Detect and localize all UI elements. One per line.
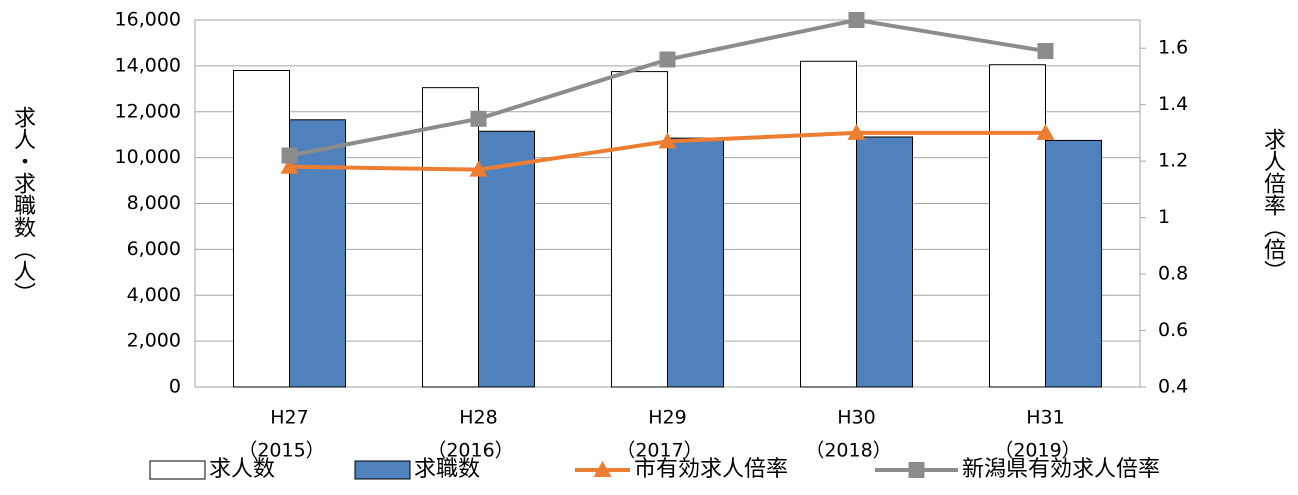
line-marker bbox=[1037, 43, 1054, 60]
line-marker bbox=[659, 51, 676, 68]
bar bbox=[611, 71, 668, 388]
y-tick-label: 14,000 bbox=[115, 54, 181, 76]
legend-swatch bbox=[354, 460, 411, 480]
x-tick-label: （2019） bbox=[994, 440, 1080, 462]
y-tick-label: 6,000 bbox=[127, 238, 181, 260]
bar bbox=[1045, 139, 1102, 388]
bar bbox=[667, 137, 724, 388]
line-marker bbox=[281, 147, 298, 164]
line-marker bbox=[280, 157, 299, 174]
bar bbox=[856, 136, 913, 388]
x-tick-label: H27 bbox=[270, 407, 308, 429]
line-marker bbox=[469, 160, 488, 177]
y2-tick-label: 1.6 bbox=[1158, 37, 1188, 59]
legend-marker bbox=[593, 461, 612, 477]
y2-tick-label: 0.8 bbox=[1158, 263, 1188, 285]
line-marker bbox=[848, 12, 865, 28]
legend-label: 新潟県有効求人倍率 bbox=[962, 457, 1160, 482]
line-marker bbox=[658, 132, 677, 149]
y2-tick-label: 1.2 bbox=[1158, 150, 1188, 172]
y2-tick-label: 0.4 bbox=[1158, 376, 1188, 398]
legend-label: 求職数 bbox=[414, 457, 480, 482]
y-tick-label: 10,000 bbox=[115, 146, 181, 168]
x-tick-label: H31 bbox=[1026, 407, 1064, 429]
bar bbox=[478, 130, 535, 388]
y-tick-label: 12,000 bbox=[115, 100, 181, 122]
x-tick-label: （2016） bbox=[427, 440, 513, 462]
bar bbox=[233, 69, 290, 388]
y-tick-label: 4,000 bbox=[127, 284, 181, 306]
y-axis-title: 求人・求職数（人） bbox=[10, 106, 36, 304]
legend-label: 求人数 bbox=[209, 457, 275, 482]
legend-swatch bbox=[149, 460, 206, 480]
x-tick-label: H29 bbox=[648, 407, 686, 429]
y2-tick-label: 0.6 bbox=[1158, 319, 1188, 341]
line-marker bbox=[1036, 123, 1055, 140]
bar bbox=[289, 119, 346, 388]
bar bbox=[800, 60, 857, 388]
legend-label: 市有効求人倍率 bbox=[634, 457, 788, 482]
y-tick-label: 2,000 bbox=[127, 330, 181, 352]
legend-marker bbox=[908, 462, 925, 478]
y-tick-label: 0 bbox=[169, 376, 181, 398]
line-marker bbox=[847, 123, 866, 140]
x-tick-label: （2018） bbox=[805, 440, 891, 462]
x-tick-label: H28 bbox=[459, 407, 497, 429]
y-tick-label: 16,000 bbox=[115, 9, 181, 31]
x-tick-label: H30 bbox=[837, 407, 875, 429]
y-tick-label: 8,000 bbox=[127, 192, 181, 214]
line-marker bbox=[470, 110, 487, 127]
y2-tick-label: 1 bbox=[1158, 206, 1170, 228]
x-tick-label: （2017） bbox=[616, 440, 702, 462]
y2-tick-label: 1.4 bbox=[1158, 93, 1188, 115]
x-tick-label: （2015） bbox=[238, 440, 324, 462]
bar bbox=[422, 87, 479, 388]
y2-axis-title: 求人倍率（倍） bbox=[1260, 128, 1286, 282]
bar bbox=[989, 64, 1046, 388]
